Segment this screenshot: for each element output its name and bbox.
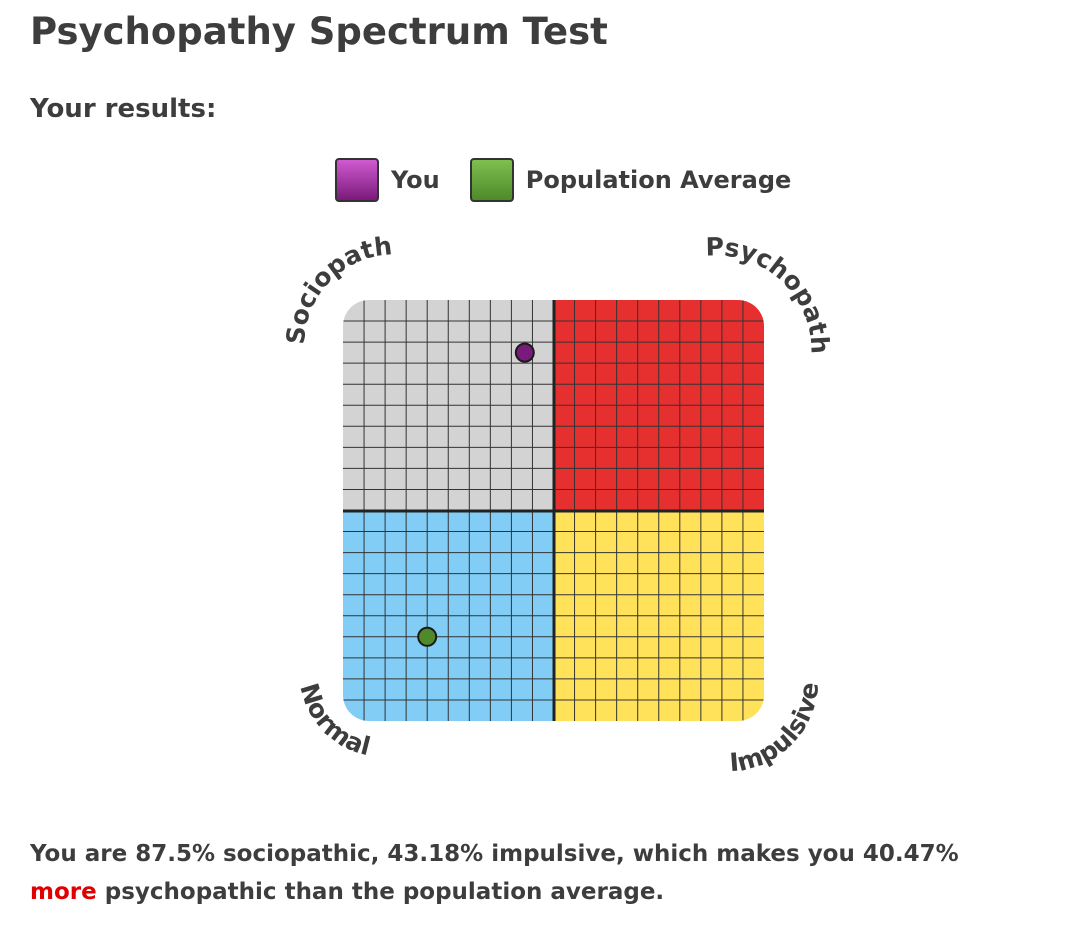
point-you	[514, 342, 535, 363]
legend-item-population-average: Population Average	[469, 158, 792, 202]
legend-label-you: You	[391, 166, 440, 194]
results-summary: You are 87.5% sociopathic, 43.18% impuls…	[30, 835, 1030, 911]
page-title: Psychopathy Spectrum Test	[30, 10, 608, 53]
chart-legend: You Population Average	[335, 158, 821, 202]
legend-swatch-you	[335, 158, 379, 202]
summary-text: You are 87.5% sociopathic, 43.18% impuls…	[30, 841, 959, 867]
legend-item-you: You	[335, 158, 440, 202]
legend-swatch-population-average	[469, 158, 514, 202]
chart-points	[417, 342, 535, 647]
legend-label-population-average: Population Average	[525, 166, 792, 194]
summary-text-end: psychopathic than the population average…	[104, 879, 665, 905]
summary-highlight: more	[30, 879, 97, 905]
point-population-average	[417, 626, 438, 647]
results-heading: Your results:	[30, 94, 217, 124]
